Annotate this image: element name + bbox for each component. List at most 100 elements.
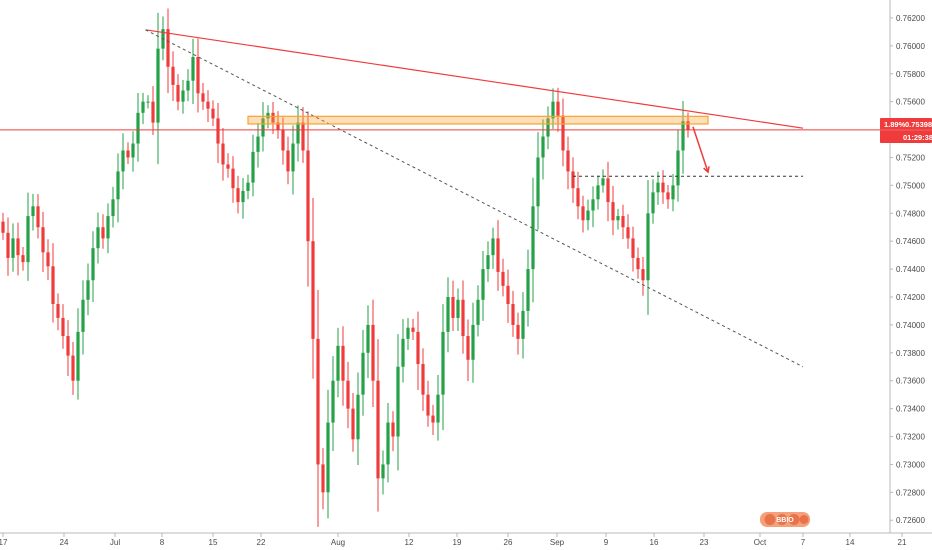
candle (446, 277, 450, 353)
candle (351, 392, 355, 452)
candle (511, 290, 515, 337)
candle-body (321, 464, 325, 493)
candle (621, 204, 625, 239)
candle (41, 211, 45, 272)
time-axis[interactable]: 17 24 Jul 8 15 22 Aug 12 19 26 Sep 9 16 23 Oct 7 14 21 (0, 533, 907, 547)
candle (631, 226, 635, 272)
candle (316, 290, 320, 527)
candle (141, 92, 145, 125)
candle-body (101, 227, 105, 239)
candle-body (566, 150, 570, 172)
candle-body (471, 324, 475, 360)
time-tick-label: 22 (257, 538, 266, 547)
candle-body (476, 299, 480, 325)
candle (6, 217, 10, 276)
candle-body (586, 210, 590, 221)
price-tick-label: 0.75600 (896, 98, 925, 107)
price-axis[interactable]: 0.762000.760000.758000.756000.754000.752… (890, 14, 925, 525)
candle (601, 169, 605, 193)
svg-text:BBIO: BBIO (776, 517, 794, 524)
time-tick-label: 24 (60, 538, 69, 547)
candle-body (216, 118, 220, 144)
candle (181, 80, 185, 114)
candle-body (61, 317, 65, 337)
candle-body (311, 241, 315, 339)
candle (431, 404, 435, 435)
candle (506, 269, 510, 323)
candle-body (526, 269, 530, 311)
candle (291, 125, 295, 195)
candle-body (521, 310, 525, 339)
candle-body (56, 303, 60, 318)
candle-body (221, 143, 225, 165)
candle-body (536, 157, 540, 207)
candle-body (181, 90, 185, 102)
candle (136, 93, 140, 162)
candle-body (426, 394, 430, 416)
candle-body (421, 363, 425, 395)
candle-body (191, 57, 195, 81)
price-tick-label: 0.73200 (896, 433, 925, 442)
candle (191, 38, 195, 105)
candle (671, 173, 675, 212)
candle (206, 90, 210, 122)
candle-body (386, 422, 390, 465)
bar-countdown-label: 01:29:38 (903, 133, 932, 142)
resistance-trendline (145, 29, 804, 129)
candle-body (431, 415, 435, 423)
candle-body (201, 93, 205, 102)
candle-body (251, 151, 255, 183)
candle (231, 156, 235, 203)
candle-body (581, 206, 585, 221)
current-price-label: 0.75398 (905, 120, 932, 129)
price-tick-label: 0.72600 (896, 516, 925, 525)
candle-body (91, 248, 95, 281)
candle (311, 197, 315, 379)
candle (176, 74, 180, 111)
candle (261, 102, 265, 152)
candle-body (561, 115, 565, 151)
candle (596, 175, 600, 210)
candle-body (491, 238, 495, 256)
candle-body (171, 66, 175, 85)
candle (61, 304, 65, 349)
price-tick-label: 0.73600 (896, 377, 925, 386)
candle (286, 136, 290, 185)
candle-body (336, 345, 340, 381)
candle (271, 102, 275, 134)
candle-body (166, 29, 170, 67)
arrow-shaft (692, 126, 709, 173)
candle-body (11, 238, 15, 258)
candle (26, 192, 30, 281)
candle (666, 185, 670, 209)
time-tick-label: 8 (160, 538, 165, 547)
candle-body (21, 255, 25, 263)
candle-body (376, 380, 380, 479)
candle-body (66, 336, 70, 356)
price-tick-label: 0.74000 (896, 321, 925, 330)
candle-body (591, 199, 595, 211)
time-tick-label: 7 (801, 538, 806, 547)
candle-body (356, 394, 360, 440)
candle (331, 356, 335, 452)
candle (441, 304, 445, 431)
candle (366, 305, 370, 378)
candle-body (96, 227, 100, 249)
candle-body (531, 206, 535, 270)
candle (66, 320, 70, 376)
candle (586, 199, 590, 231)
candle-body (271, 112, 275, 123)
price-tick-label: 0.75800 (896, 70, 925, 79)
candle-body (326, 422, 330, 493)
candle-body (126, 150, 130, 158)
price-change-label: 1.89% (884, 120, 906, 129)
candle (16, 222, 20, 276)
candle (576, 171, 580, 220)
candle (36, 194, 40, 239)
candle (251, 134, 255, 197)
candle (551, 88, 555, 130)
candle (386, 403, 390, 483)
candle (11, 223, 15, 272)
candle (356, 372, 360, 466)
